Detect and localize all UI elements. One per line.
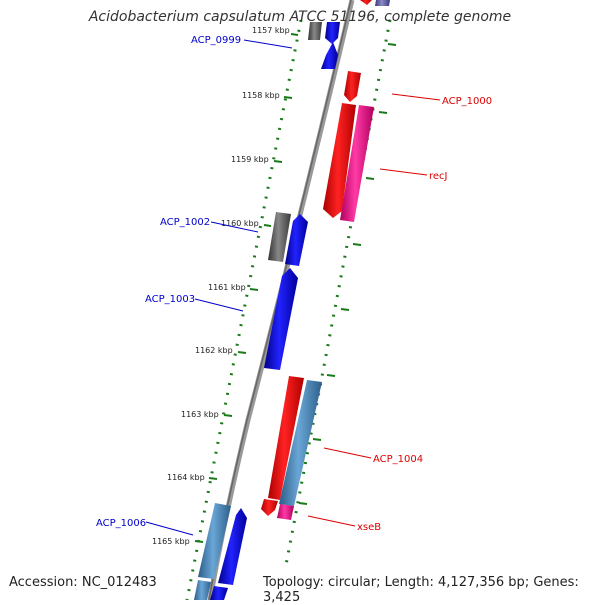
kbp-label: 1163 kbp (181, 410, 219, 419)
right-tick-track (284, 19, 392, 566)
kbp-label: 1158 kbp (242, 91, 280, 100)
gene-feature-partial-slate[interactable] (375, 0, 390, 6)
kbp-label: 1162 kbp (195, 346, 233, 355)
accession-info: Accession: NC_012483 (9, 575, 157, 590)
gene-feature-steelblue-2[interactable] (198, 503, 231, 579)
genes-label: Genes: (533, 575, 579, 590)
gene-label-acp-1003[interactable]: ACP_1003 (145, 294, 195, 305)
kbp-labels: 1157 kbp 1158 kbp 1159 kbp 1160 kbp 1161… (152, 26, 290, 546)
gene-feature-acp-1004[interactable] (268, 376, 304, 500)
gene-feature-partial-gray[interactable] (308, 22, 322, 40)
gene-feature-acp-1000[interactable] (344, 71, 361, 102)
gene-label-acp-1006[interactable]: ACP_1006 (96, 518, 146, 529)
gene-feature-gray-1[interactable] (268, 212, 291, 262)
gene-feature-acp-0999[interactable] (321, 42, 338, 69)
length-label: Length: (384, 575, 434, 590)
gene-label-acp-1002[interactable]: ACP_1002 (160, 217, 210, 228)
major-ticks (194, 33, 397, 543)
kbp-label: 1157 kbp (252, 26, 290, 35)
length-value: 4,127,356 bp; (438, 575, 530, 590)
gene-feature-acp-1002[interactable] (285, 214, 308, 266)
gene-labels: ACP_0999 ACP_1000 recJ ACP_1002 ACP_1003… (96, 35, 492, 533)
genome-stats: Topology: circular; Length: 4,127,356 bp… (263, 575, 600, 605)
kbp-label: 1165 kbp (152, 537, 190, 546)
gene-label-acp-1000[interactable]: ACP_1000 (442, 96, 492, 107)
gene-feature-partial-blue[interactable] (325, 22, 340, 44)
gene-feature-partial-blue-bottom[interactable] (210, 586, 228, 600)
gene-feature-steelblue-1[interactable] (279, 380, 322, 506)
kbp-label: 1164 kbp (167, 473, 205, 482)
gene-feature-pink-1[interactable] (340, 105, 374, 222)
accession-value: NC_012483 (81, 575, 157, 590)
gene-feature-recj[interactable] (323, 103, 356, 218)
topology-value: circular; (327, 575, 381, 590)
gene-label-acp-1004[interactable]: ACP_1004 (373, 454, 423, 465)
gene-label-xseb[interactable]: xseB (357, 522, 381, 533)
gene-feature-acp-1003[interactable] (264, 268, 298, 370)
kbp-label: 1159 kbp (231, 155, 269, 164)
accession-label: Accession: (9, 575, 78, 590)
map-title: Acidobacterium capsulatum ATCC 51196, co… (88, 9, 512, 25)
gene-features (194, 0, 390, 600)
genes-value: 3,425 (263, 590, 301, 605)
gene-feature-xseb[interactable] (277, 504, 294, 520)
label-leaders (145, 39, 441, 536)
gene-feature-partial-steel-bottom[interactable] (194, 580, 211, 600)
gene-label-recj[interactable]: recJ (429, 171, 448, 182)
gene-feature-acp-1006[interactable] (218, 508, 247, 585)
kbp-label: 1161 kbp (208, 283, 246, 292)
topology-label: Topology: (263, 575, 324, 590)
gene-feature-partial-red[interactable] (360, 0, 372, 5)
gene-label-acp-0999[interactable]: ACP_0999 (191, 35, 241, 46)
kbp-label: 1160 kbp (221, 219, 259, 228)
gene-feature-red-small[interactable] (261, 499, 278, 516)
